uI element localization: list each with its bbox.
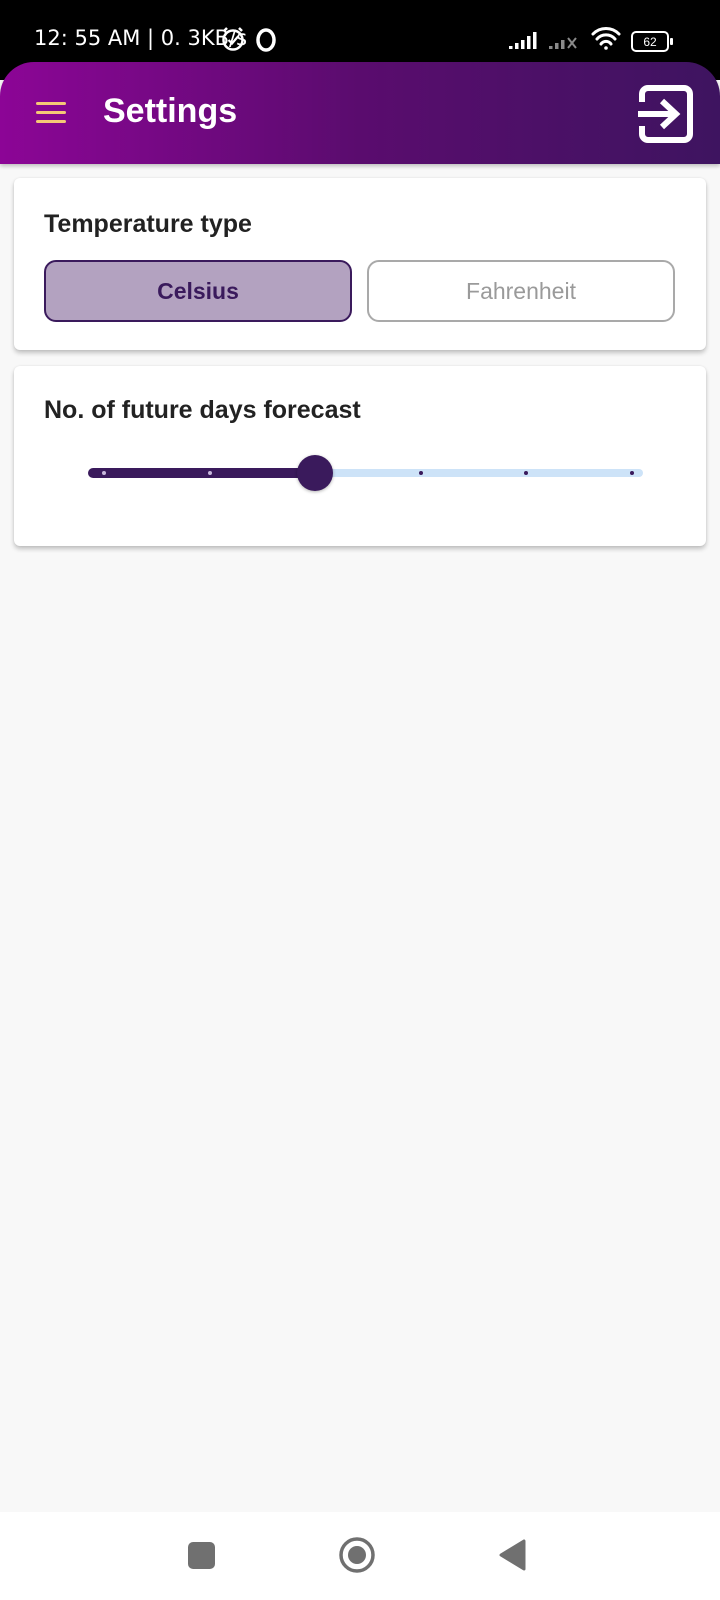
forecast-days-card: No. of future days forecast bbox=[14, 366, 706, 546]
app-bar: Settings bbox=[0, 62, 720, 164]
slider-tick bbox=[418, 471, 423, 475]
slider-tick bbox=[630, 471, 634, 475]
forecast-days-title: No. of future days forecast bbox=[44, 396, 361, 424]
status-time: 12: 55 AM | 0. 3KB/s bbox=[34, 26, 248, 50]
navigation-bar bbox=[0, 1512, 720, 1600]
status-icons bbox=[222, 27, 673, 52]
slider-tick bbox=[524, 471, 529, 475]
forecast-days-slider[interactable] bbox=[88, 454, 656, 494]
opera-icon bbox=[256, 28, 276, 52]
page-title: Settings bbox=[103, 92, 238, 130]
home-circle-icon[interactable] bbox=[338, 1536, 376, 1574]
slider-thumb[interactable] bbox=[297, 455, 334, 491]
fahrenheit-button[interactable]: Fahrenheit bbox=[367, 260, 675, 322]
slider-tick bbox=[102, 471, 106, 475]
exit-to-app-icon[interactable] bbox=[636, 84, 698, 144]
temperature-type-title: Temperature type bbox=[44, 210, 252, 238]
recents-square-icon[interactable] bbox=[188, 1542, 215, 1569]
alarm-icon bbox=[222, 27, 244, 51]
slider-track-active bbox=[88, 468, 316, 478]
celsius-button[interactable]: Celsius bbox=[44, 260, 352, 322]
signal-icon bbox=[509, 32, 537, 49]
slider-track-inactive bbox=[98, 469, 643, 477]
hamburger-menu-icon[interactable] bbox=[30, 96, 72, 130]
signal-weak-icon bbox=[549, 37, 577, 49]
battery-icon bbox=[631, 31, 673, 52]
temperature-type-card: Temperature type Celsius Fahrenheit bbox=[14, 178, 706, 350]
back-triangle-icon[interactable] bbox=[498, 1538, 528, 1572]
wifi-icon bbox=[591, 27, 621, 50]
slider-tick bbox=[207, 471, 212, 475]
battery-level: 62 bbox=[643, 35, 657, 49]
